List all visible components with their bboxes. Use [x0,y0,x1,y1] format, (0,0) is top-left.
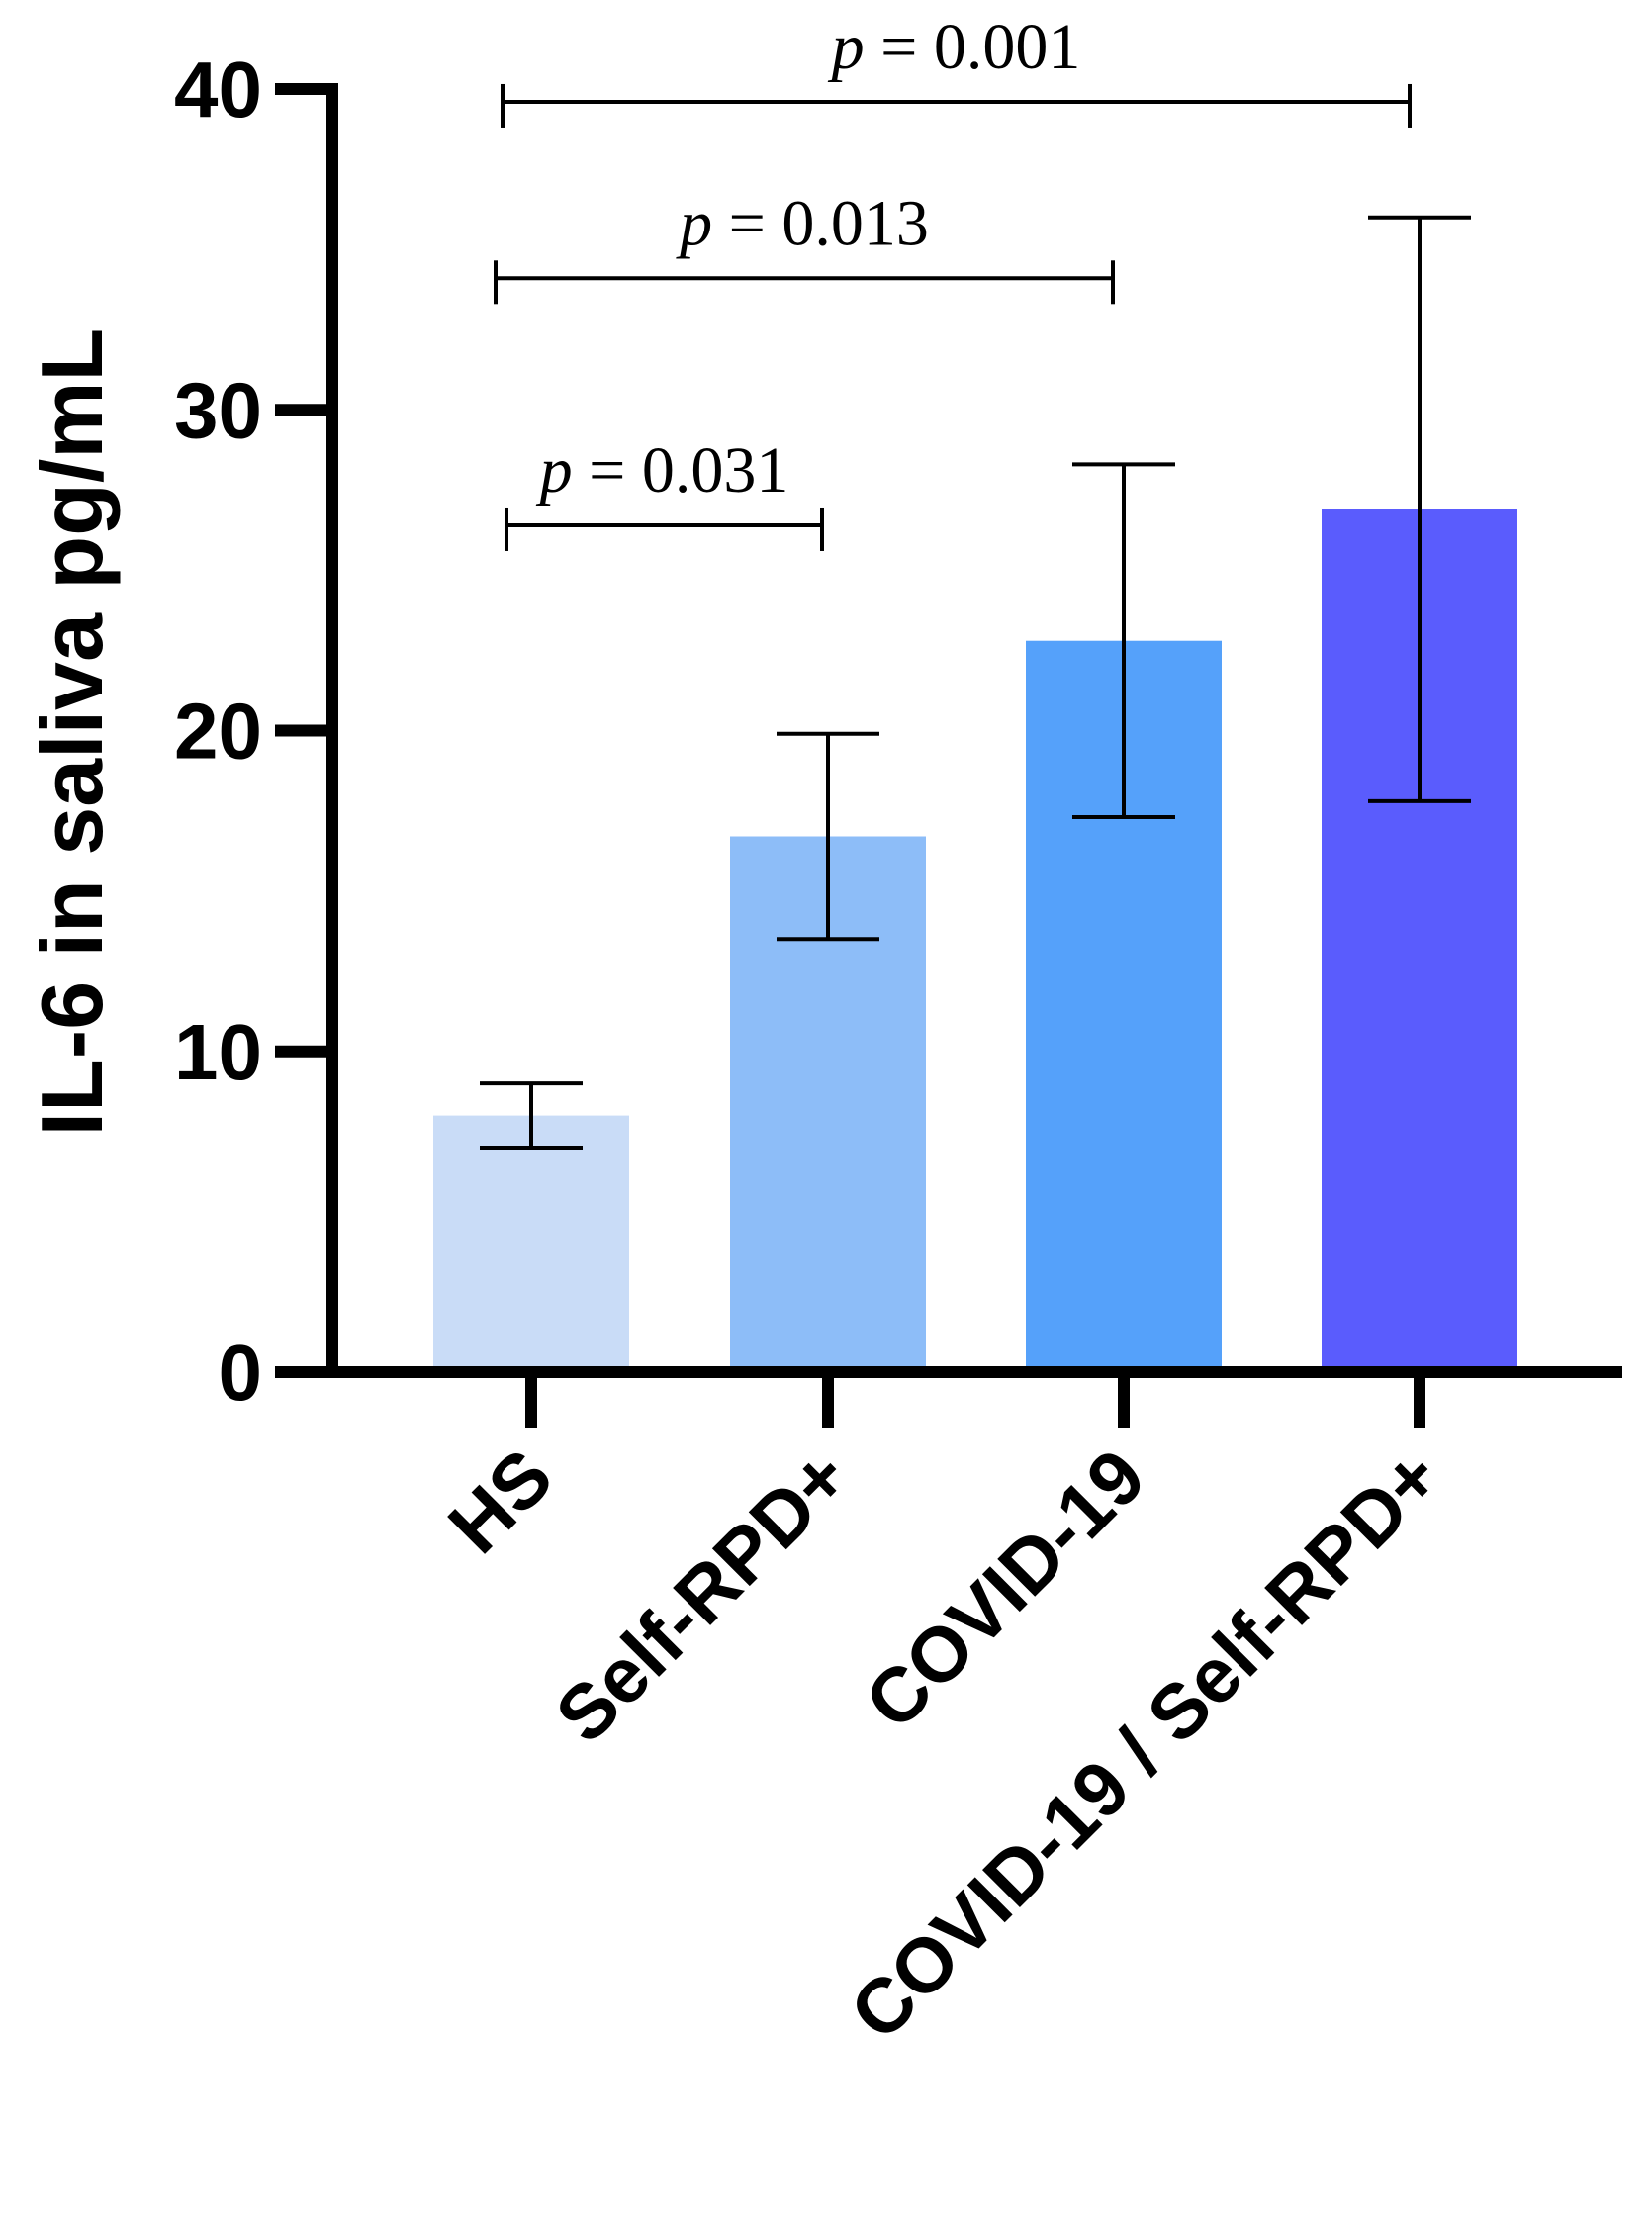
p-symbol: p [828,11,865,83]
x-category-label: Self-RPD+ [539,1433,866,1759]
p-value-text: = 0.013 [712,187,929,259]
y-tick-label: 20 [174,688,262,776]
p-symbol: p [676,187,712,259]
y-axis-label: IL-6 in saliva pg/mL [23,328,121,1137]
p-value-text: = 0.001 [865,11,1081,83]
bar [433,1115,629,1372]
p-value-label: p = 0.031 [536,434,789,507]
p-value-label: p = 0.001 [828,11,1081,83]
y-axis: 0 10 20 30 40 [174,46,338,1417]
bars [433,509,1517,1372]
y-tick-label: 30 [174,366,262,454]
y-tick-label: 0 [219,1329,263,1417]
p-value-text: = 0.031 [573,434,789,507]
y-tick-label: 10 [174,1008,262,1096]
p-value-label: p = 0.013 [676,187,929,259]
x-category-label: COVID-19 / Self-RPD+ [833,1433,1457,2057]
error-bars [480,215,1471,1151]
x-category-label: COVID-19 [848,1433,1161,1746]
x-category-label: HS [431,1433,569,1570]
p-symbol: p [536,434,573,507]
y-tick-label: 40 [174,46,262,134]
